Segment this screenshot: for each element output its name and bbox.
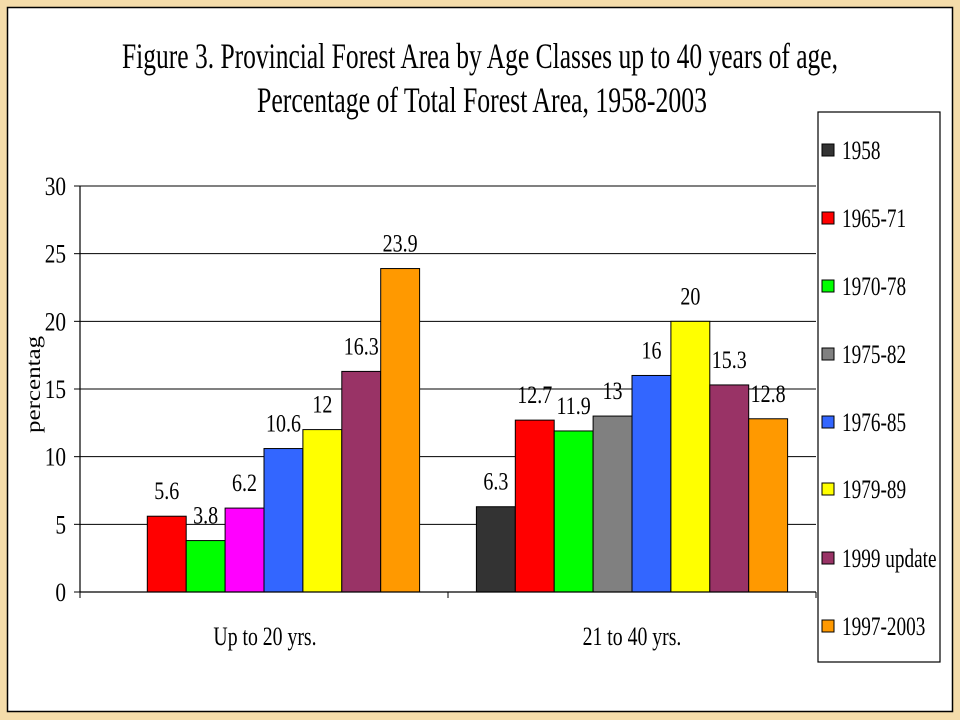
data-label: 12.8	[751, 380, 786, 408]
bar-1958	[475, 506, 516, 593]
legend-label: 1975-82	[842, 340, 906, 368]
chart-subtitle: Percentage of Total Forest Area, 1958-20…	[257, 80, 707, 120]
legend-label: 1979-89	[842, 475, 906, 503]
bar-1975-82	[592, 415, 633, 593]
legend-label: 1997-2003	[842, 612, 925, 640]
legend-item: 1975-82	[821, 340, 906, 369]
x-tick-label: 21 to 40 yrs.	[583, 621, 682, 650]
legend-label: 1970-78	[842, 272, 906, 300]
data-label: 16.3	[344, 332, 379, 360]
y-tick-label: 30	[45, 173, 66, 201]
bar-1999-update	[709, 384, 750, 593]
y-tick-label: 5	[55, 511, 66, 539]
data-label: 6.2	[232, 469, 257, 497]
data-labels: 5.6 3.8 6.2 10.6 12 16.3 23.9 6.3 12.7 11.9 13 16 20…	[154, 229, 785, 529]
y-tick-label: 25	[45, 241, 66, 269]
legend-item: 1958	[821, 136, 880, 165]
data-label: 13	[603, 377, 623, 405]
data-label: 12	[312, 391, 332, 419]
legend-box	[817, 111, 941, 663]
legend-item: 1997-2003	[821, 612, 925, 641]
legend-item: 1970-78	[821, 272, 906, 301]
data-label: 23.9	[383, 229, 418, 257]
bar-1975-82	[224, 507, 265, 593]
bar-1970-78	[553, 430, 594, 593]
bar-1997-2003	[748, 418, 789, 593]
y-axis-label: percentag	[22, 336, 44, 433]
legend-swatch	[821, 279, 835, 293]
axes: 0 5 10 15 20 25 30	[45, 173, 817, 608]
legend-item: 1999 update	[821, 544, 937, 573]
bar-1965-71	[146, 515, 187, 593]
data-label: 11.9	[557, 392, 591, 420]
legend-swatch	[821, 347, 835, 361]
bar-1965-71	[514, 419, 555, 593]
chart-frame	[6, 6, 954, 713]
data-label: 10.6	[266, 409, 301, 437]
bar-1979-89	[302, 429, 343, 593]
y-tick-label: 15	[45, 376, 66, 404]
bar-1979-89	[670, 320, 711, 593]
bar-1976-85	[631, 374, 672, 593]
bar-1999-update	[341, 370, 382, 593]
legend: 1958 1965-71 1970-78 1975-82 1976-85 197…	[817, 111, 941, 663]
legend-swatch	[821, 143, 835, 157]
x-tick-label: Up to 20 yrs.	[213, 621, 316, 650]
chart-title: Figure 3. Provincial Forest Area by Age …	[122, 36, 838, 76]
data-label: 6.3	[483, 468, 508, 496]
legend-swatch	[821, 482, 835, 496]
bar-1970-78	[185, 540, 226, 593]
bars	[146, 268, 789, 593]
legend-label: 1965-71	[842, 204, 906, 232]
legend-swatch	[821, 551, 835, 565]
legend-label: 1999 update	[842, 544, 937, 572]
legend-item: 1965-71	[821, 204, 906, 233]
legend-label: 1976-85	[842, 408, 906, 436]
y-tick-label: 10	[45, 444, 66, 472]
data-label: 20	[680, 282, 700, 310]
data-label: 12.7	[517, 381, 552, 409]
data-label: 5.6	[154, 477, 179, 505]
legend-swatch	[821, 211, 835, 225]
data-label: 16	[641, 336, 661, 364]
bar-1997-2003	[380, 268, 421, 593]
legend-swatch	[821, 415, 835, 429]
legend-item: 1976-85	[821, 408, 906, 437]
y-tick-label: 0	[55, 579, 66, 607]
y-tick-label: 20	[45, 308, 66, 336]
data-label: 15.3	[712, 346, 747, 374]
bar-1976-85	[263, 448, 304, 593]
legend-label: 1958	[842, 136, 880, 164]
legend-item: 1979-89	[821, 475, 906, 504]
legend-swatch	[821, 619, 835, 633]
data-label: 3.8	[193, 501, 218, 529]
